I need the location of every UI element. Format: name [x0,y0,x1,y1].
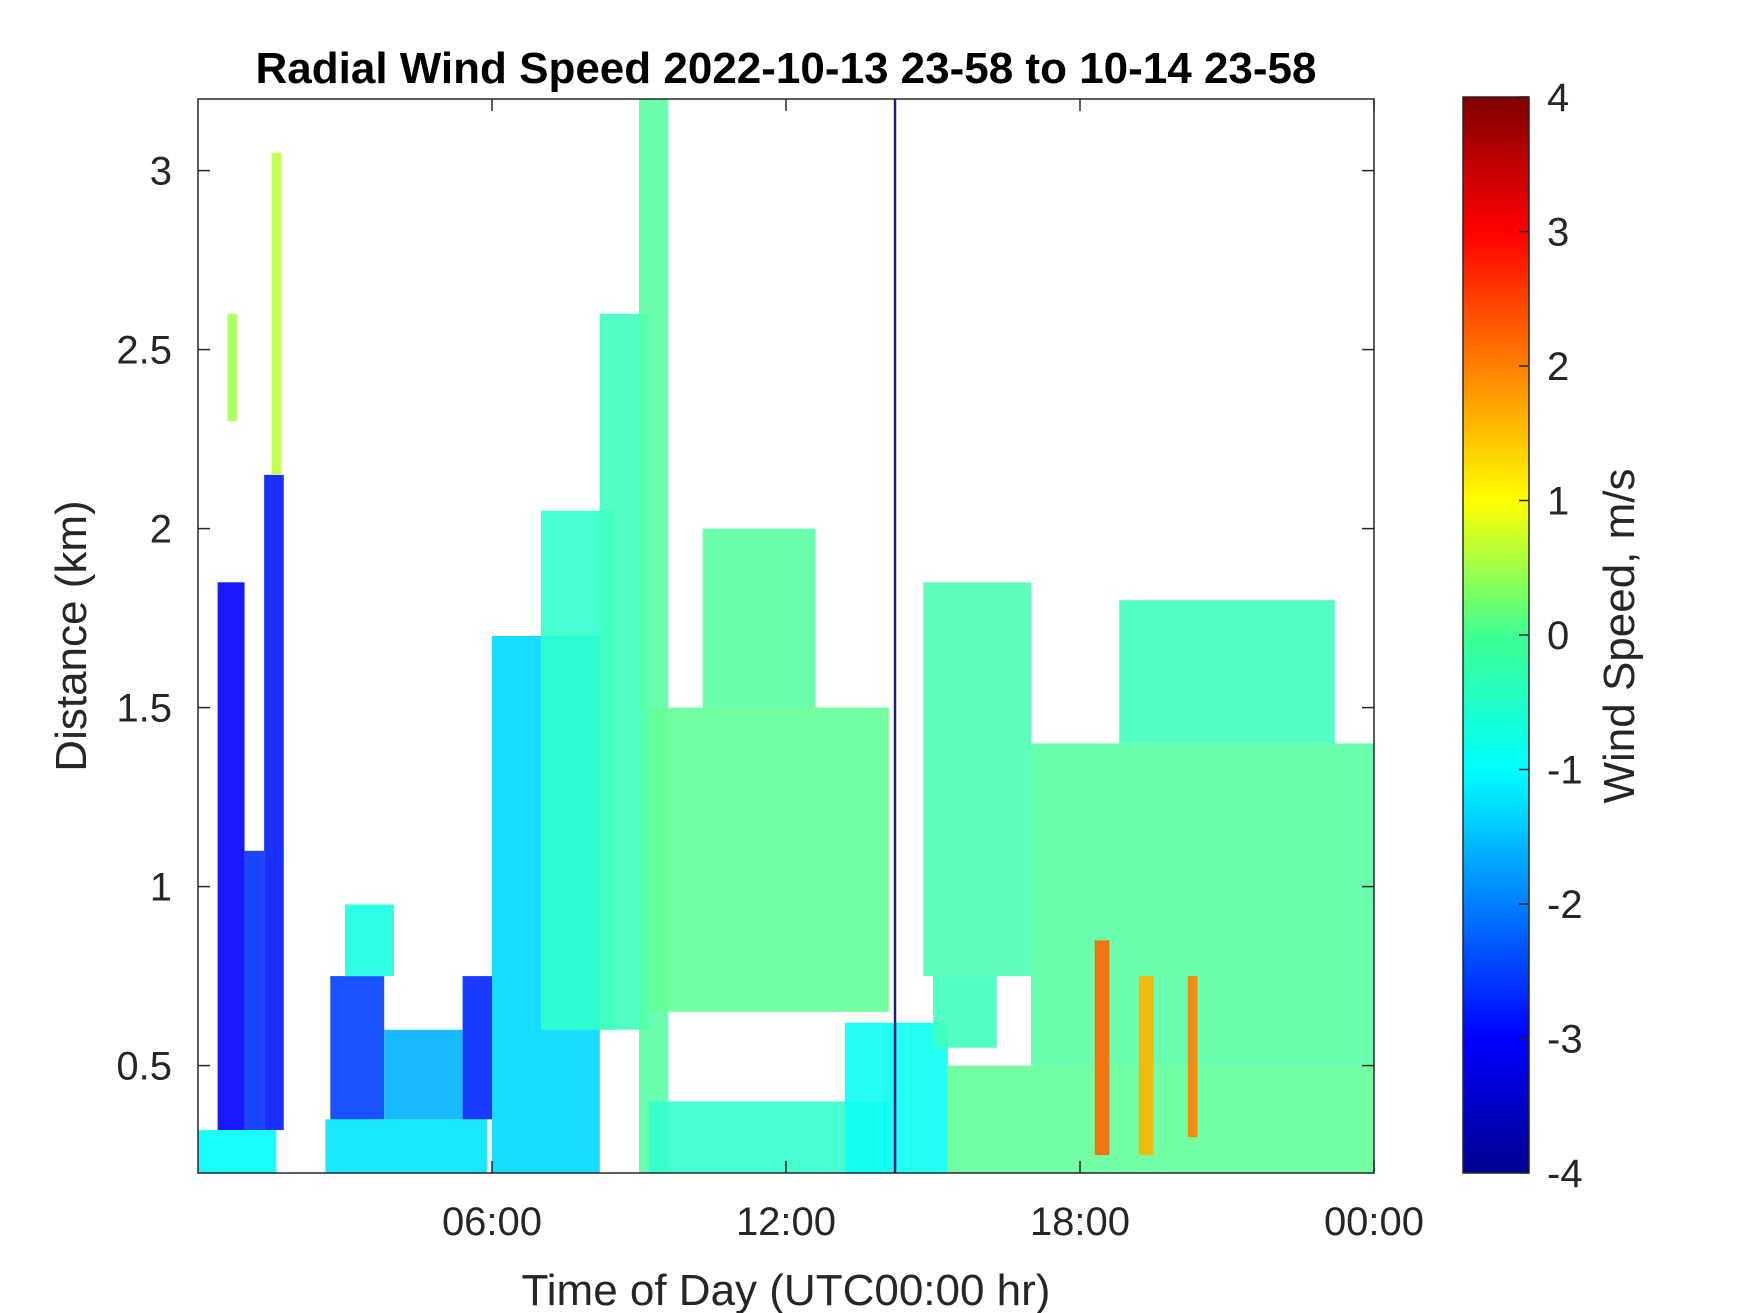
heatmap-region-27 [893,99,897,1173]
colorbar-tick-label: 1 [1547,480,1569,524]
heatmap-region-19 [923,582,1031,977]
colorbar-ticks: -4 -3 -2 -1 0 1 2 3 4 [1519,76,1583,1196]
heatmap-region-20 [933,976,997,1048]
colorbar [1462,96,1530,1174]
x-axis-label: Time of Day (UTC00:00 hr) [522,1266,1051,1313]
x-tick-label: 00:00 [1324,1200,1424,1244]
colorbar-tick-label: 0 [1547,614,1569,658]
y-tick-label: 2 [150,508,172,552]
heatmap-region-8 [345,904,394,977]
x-axis: 06:00 12:00 18:00 00:00 [442,99,1424,1244]
colorbar-tick-label: -4 [1547,1152,1583,1196]
y-axis: 0.5 1 1.5 2 2.5 3 [116,150,1374,1089]
heatmap-region-9 [384,1029,463,1120]
heatmap-region-21 [947,1065,1374,1173]
heatmap-region-23 [1119,600,1335,744]
colorbar-tick-label: -2 [1547,883,1583,927]
x-tick-label: 18:00 [1030,1200,1130,1244]
y-tick-label: 1.5 [116,687,172,731]
heatmap-region-5 [271,152,282,475]
heatmap-region-22 [1031,743,1374,1066]
heatmap-region-3 [264,474,284,1131]
heatmap-region-6 [325,1119,488,1173]
heatmap-layer [198,99,1374,1173]
colorbar-tick-label: 2 [1547,345,1569,389]
chart-title: Radial Wind Speed 2022-10-13 23-58 to 10… [256,44,1317,93]
y-axis-label: Distance (km) [47,500,96,771]
heatmap-region-25 [1138,976,1154,1156]
colorbar-label: Wind Speed, m/s [1595,468,1644,803]
heatmap-region-15 [648,707,889,1012]
heatmap-region-7 [330,976,385,1120]
heatmap-region-4 [227,313,238,422]
heatmap-region-0 [198,1130,277,1173]
x-tick-label: 06:00 [442,1200,542,1244]
y-tick-label: 3 [150,150,172,194]
y-tick-label: 2.5 [116,329,172,373]
heatmap-region-14 [639,99,669,1173]
heatmap-region-10 [462,976,492,1120]
heatmap-region-1 [217,582,245,1131]
y-tick-label: 0.5 [116,1045,172,1089]
x-tick-label: 12:00 [736,1200,836,1244]
colorbar-tick-label: 4 [1547,76,1569,120]
heatmap-region-24 [1094,940,1110,1156]
colorbar-tick-label: -3 [1547,1018,1583,1062]
heatmap-region-16 [702,528,816,708]
colorbar-tick-label: 3 [1547,211,1569,255]
y-tick-label: 1 [150,866,172,910]
heatmap-region-26 [1187,976,1198,1138]
colorbar-tick-label: -1 [1547,749,1583,793]
heatmap-region-2 [244,850,265,1131]
